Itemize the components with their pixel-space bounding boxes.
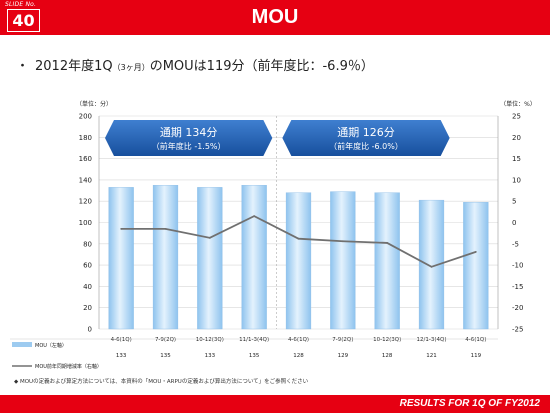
mou-chart: （単位：分） （単位：%）020406080100120140160180200-… (10, 100, 536, 370)
bar-value-label: 135 (160, 353, 171, 359)
bar-value-label: 129 (338, 353, 349, 359)
bar-legend-label: MOU（左軸） (35, 342, 67, 349)
bar (330, 191, 356, 330)
growth-rate-point (430, 265, 433, 268)
y2-tick-label: 5 (512, 198, 516, 206)
bar-value-label: 133 (116, 353, 127, 359)
x-tick-label: 10-12(3Q) (196, 337, 224, 343)
growth-rate-point (386, 242, 389, 244)
footer-text: RESULTS FOR 1Q OF FY2012 (399, 398, 540, 409)
growth-rate-point (208, 236, 211, 239)
headline-part1: 2012年度1Q (35, 59, 113, 74)
bar (241, 185, 267, 330)
x-tick-label: 12/1-3(4Q) (417, 337, 447, 343)
y2-tick-label: 0 (512, 219, 516, 227)
y2-tick-label: -5 (512, 240, 519, 248)
x-tick-label: 4-6(1Q) (288, 337, 309, 343)
y2-tick-label: 25 (512, 113, 521, 121)
bar (285, 192, 312, 330)
y-tick-label: 40 (83, 283, 92, 291)
x-tick-label: 4-6(1Q) (111, 337, 132, 343)
headline-bullet: ・ (16, 59, 30, 74)
y-tick-label: 140 (79, 176, 92, 184)
bar-value-label: 128 (382, 353, 393, 359)
y-tick-label: 80 (83, 240, 92, 248)
footnote: ◆ MOUの定義および算定方法については、本資料の「MOU・ARPUの定義および… (14, 379, 309, 385)
y2-tick-label: -25 (512, 326, 523, 334)
x-tick-label: 4-6(1Q) (465, 337, 486, 343)
bar (108, 187, 134, 330)
y2-tick-label: -20 (512, 304, 523, 312)
bar (463, 202, 489, 330)
growth-rate-point (164, 227, 167, 230)
x-tick-label: 7-9(2Q) (332, 337, 353, 343)
annual-banner-subtitle: （前年度比 -6.0%） (329, 141, 403, 151)
growth-rate-point (341, 240, 344, 243)
annual-banner-title: 通期 134分 (160, 126, 218, 139)
y2-tick-label: 10 (512, 176, 521, 184)
header-bar: SLIDE No. 40 MOU (0, 0, 550, 35)
headline-sub: （3ヶ月） (112, 63, 150, 72)
growth-rate-point (120, 227, 123, 230)
y-tick-label: 180 (79, 134, 92, 142)
y-tick-label: 120 (79, 198, 92, 206)
x-tick-label: 11/1-3(4Q) (239, 337, 269, 343)
growth-rate-point (253, 215, 256, 218)
slide-number: 40 (7, 9, 40, 32)
bar-value-label: 119 (471, 353, 482, 359)
bar-value-label: 135 (249, 353, 260, 359)
bar-value-label: 128 (293, 353, 304, 359)
growth-rate-point (297, 237, 300, 240)
growth-rate-point (474, 250, 477, 253)
footer-bar: RESULTS FOR 1Q OF FY2012 (0, 395, 550, 413)
y2-tick-label: -10 (512, 262, 523, 270)
y-tick-label: 60 (83, 262, 92, 270)
y-tick-label: 20 (83, 304, 92, 312)
y2-tick-label: -15 (512, 283, 523, 291)
slide-number-label: SLIDE No. (5, 1, 37, 8)
y-tick-label: 0 (88, 326, 92, 334)
x-tick-label: 7-9(2Q) (155, 337, 176, 343)
y2-tick-label: 20 (512, 134, 521, 142)
y-tick-label: 160 (79, 155, 92, 163)
bar (152, 185, 179, 330)
annual-banner (105, 120, 273, 156)
annual-banner-subtitle: （前年度比 -1.5%） (152, 141, 226, 151)
headline-part2: のMOUは119分（前年度比：-6.9％） (149, 59, 374, 74)
bar-value-label: 133 (205, 353, 216, 359)
bar (374, 192, 400, 330)
annual-banner (282, 120, 450, 156)
headline: ・ 2012年度1Q（3ヶ月）のMOUは119分（前年度比：-6.9％） (16, 55, 374, 74)
y2-tick-label: 15 (512, 155, 521, 163)
bar-value-label: 121 (426, 353, 437, 359)
y-tick-label: 100 (79, 219, 92, 227)
bar (197, 187, 223, 330)
y-tick-label: 200 (79, 113, 92, 121)
bar-legend-swatch (12, 342, 32, 347)
line-legend-label: MOU前年同期増減率（右軸） (35, 363, 102, 370)
right-axis-unit: （単位：%） (500, 100, 536, 108)
annual-banner-title: 通期 126分 (337, 126, 395, 139)
left-axis-unit: （単位：分） (76, 100, 112, 108)
page-title: MOU (251, 6, 299, 28)
x-tick-label: 10-12(3Q) (373, 337, 401, 343)
